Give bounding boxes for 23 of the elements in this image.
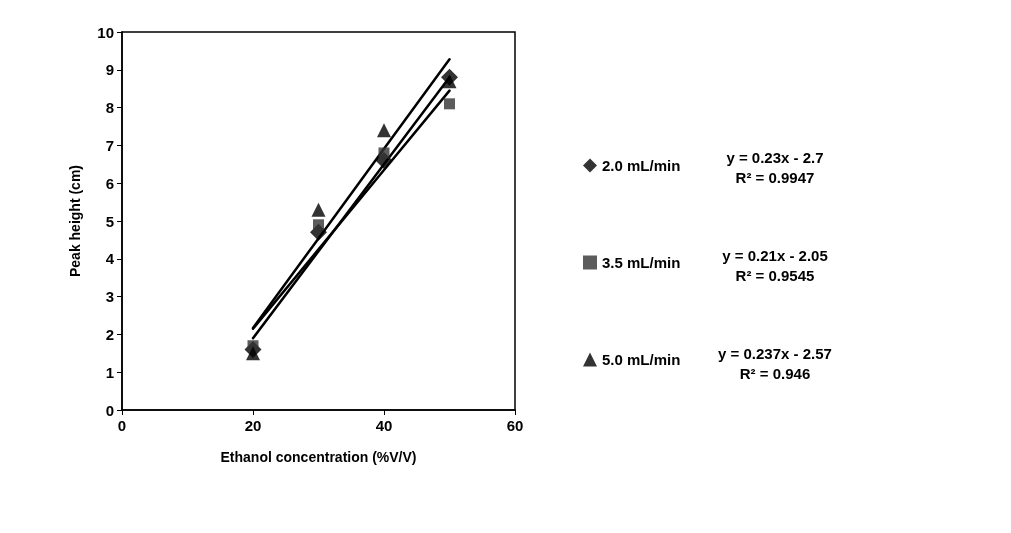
y-tick-label: 5 — [105, 212, 114, 230]
x-axis-title: Ethanol concentration (%V/V) — [220, 449, 417, 465]
y-tick-label: 10 — [97, 23, 114, 41]
y-tick-label: 8 — [105, 99, 114, 117]
text: y = 0.23x - 2.7 R² = 0.9947 — [726, 148, 824, 186]
y-tick-label: 0 — [105, 401, 114, 419]
y-tick-label: 1 — [105, 363, 114, 381]
legend-label: 2.0 mL/min — [602, 157, 681, 174]
legend-label: 5.0 mL/min — [602, 351, 681, 368]
y-axis-title: Peak height (cm) — [67, 164, 83, 278]
x-tick-label: 40 — [375, 417, 393, 434]
text: y = 0.21x - 2.05 R² = 0.9545 — [722, 246, 828, 284]
y-tick-label: 3 — [105, 288, 114, 306]
text: y = 0.237x - 2.57 R² = 0.946 — [718, 344, 832, 382]
y-tick-label: 2 — [105, 325, 114, 343]
x-tick-label: 20 — [244, 417, 262, 434]
x-tick-label: 0 — [117, 417, 127, 434]
y-tick-label: 4 — [105, 250, 115, 268]
y-tick-label: 7 — [105, 136, 114, 154]
x-tick-label: 60 — [506, 417, 524, 434]
y-tick-label: 6 — [105, 174, 114, 192]
legend-label: 3.5 mL/min — [602, 254, 681, 271]
y-tick-label: 9 — [105, 61, 114, 79]
